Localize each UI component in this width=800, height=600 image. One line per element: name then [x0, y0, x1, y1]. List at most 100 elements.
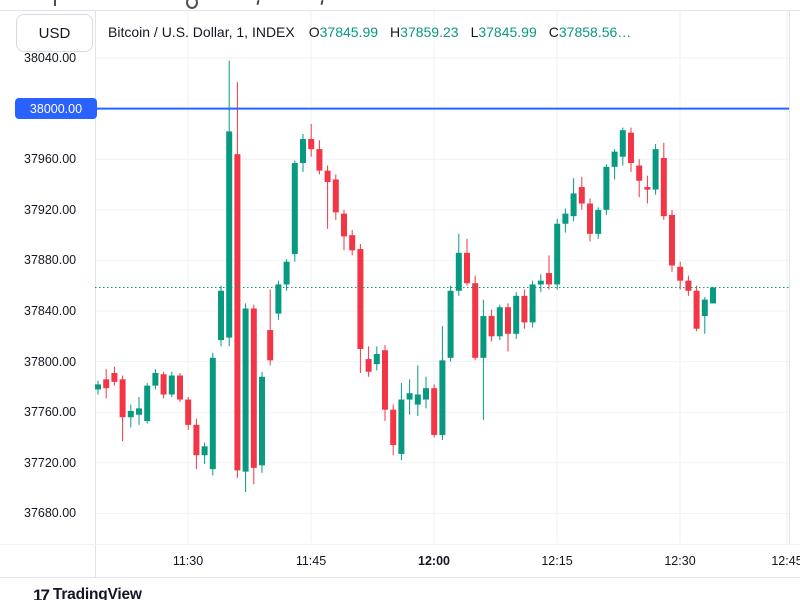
tradingview-logo-text: TradingView — [52, 586, 142, 600]
candle-body[interactable] — [603, 166, 610, 210]
candle-body[interactable] — [144, 385, 151, 422]
candle-body[interactable] — [537, 280, 544, 285]
candle-body[interactable] — [595, 209, 602, 234]
ohlc-high: H37859.23 — [390, 24, 459, 40]
candle-body[interactable] — [373, 354, 380, 365]
tradingview-logo[interactable]: 17 TradingView — [33, 586, 142, 600]
candle-body[interactable] — [275, 284, 282, 314]
time-scale-label: 12:30 — [664, 554, 696, 568]
candle-body[interactable] — [677, 266, 684, 281]
candle-body[interactable] — [316, 149, 323, 171]
price-line-badge[interactable]: 38000.00 — [15, 98, 97, 120]
candle-body[interactable] — [103, 379, 110, 389]
candle-body[interactable] — [136, 408, 142, 415]
candle-body[interactable] — [570, 193, 577, 217]
candle-body[interactable] — [168, 375, 175, 395]
candle-body[interactable] — [578, 187, 585, 204]
ohlc-open: O37845.99 — [308, 24, 379, 40]
candle-body[interactable] — [160, 374, 167, 395]
candle-body[interactable] — [546, 273, 552, 285]
candle-body[interactable] — [242, 308, 249, 472]
price-scale-label: 37880.00 — [24, 253, 77, 268]
candle-body[interactable] — [472, 283, 479, 358]
candle-body[interactable] — [455, 252, 462, 291]
candle-body[interactable] — [267, 329, 274, 361]
candle-body[interactable] — [529, 284, 536, 323]
candle-body[interactable] — [488, 316, 495, 337]
candle-body[interactable] — [341, 213, 347, 237]
price-scale-label: 37680.00 — [24, 506, 77, 521]
time-scale[interactable]: 11:30 11:45 12:00 12:15 12:30 12:45 — [0, 545, 800, 577]
candle-body[interactable] — [439, 360, 446, 435]
ohlc-legend: O37845.99 H37859.23 L37845.99 C37858.56… — [309, 24, 632, 40]
candle-body[interactable] — [390, 409, 397, 446]
price-scale-label: 37920.00 — [24, 202, 77, 217]
candle-body[interactable] — [685, 280, 692, 291]
candle-body[interactable] — [218, 290, 224, 341]
candle-body[interactable] — [283, 261, 290, 285]
candle-body[interactable] — [521, 295, 528, 323]
candle-body[interactable] — [628, 132, 634, 164]
candle-body[interactable] — [423, 388, 429, 400]
clipped-text-fragment — [54, 0, 56, 6]
candle-body[interactable] — [611, 151, 618, 167]
candle-body[interactable] — [209, 357, 216, 470]
price-scale-label: 37840.00 — [24, 304, 77, 319]
candle-body[interactable] — [349, 235, 356, 251]
candle-body[interactable] — [201, 446, 208, 456]
candle-body[interactable] — [513, 295, 520, 334]
candle-body[interactable] — [447, 290, 454, 358]
currency-button[interactable]: USD — [16, 14, 93, 52]
candle-body[interactable] — [496, 307, 503, 337]
candle-body[interactable] — [111, 372, 118, 382]
candle-body[interactable] — [693, 290, 700, 329]
candle-body[interactable] — [250, 308, 257, 468]
candle-body[interactable] — [365, 359, 372, 372]
candle-body[interactable] — [406, 393, 413, 400]
candle-body[interactable] — [234, 154, 241, 471]
candle-body[interactable] — [464, 252, 470, 284]
ohlc-low: L37845.99 — [470, 24, 537, 40]
candle-body[interactable] — [636, 165, 643, 181]
price-scale[interactable]: 38040.00 37960.00 37920.00 37880.00 37840.00… — [0, 0, 95, 545]
time-scale-label: 12:15 — [541, 554, 573, 568]
price-scale-label: 37960.00 — [24, 152, 77, 167]
candle-body[interactable] — [259, 376, 265, 466]
candle-body[interactable] — [701, 299, 708, 317]
price-scale-label: 37760.00 — [24, 405, 77, 420]
candle-body[interactable] — [619, 130, 626, 157]
candle-body[interactable] — [291, 163, 298, 255]
symbol-title: Bitcoin / U.S. Dollar, 1, INDEX — [108, 24, 295, 40]
candle-body[interactable] — [308, 139, 315, 150]
candle-body[interactable] — [669, 214, 675, 266]
candle-body[interactable] — [152, 372, 159, 386]
candle-body[interactable] — [357, 249, 364, 349]
candle-body[interactable] — [587, 203, 593, 234]
candle-body[interactable] — [398, 399, 405, 454]
candle-body[interactable] — [185, 399, 192, 425]
candle-body[interactable] — [505, 307, 511, 334]
candle-body[interactable] — [127, 410, 134, 418]
candle-body[interactable] — [414, 394, 421, 405]
candle-body[interactable] — [226, 131, 233, 338]
ohlc-close: C37858.56… — [548, 24, 632, 40]
candle-body[interactable] — [652, 149, 659, 190]
candle-body[interactable] — [660, 157, 667, 217]
candle-body[interactable] — [562, 213, 569, 224]
candle-body[interactable] — [431, 388, 438, 435]
candle-body[interactable] — [177, 375, 183, 400]
candle-body[interactable] — [324, 170, 331, 183]
candle-body[interactable] — [644, 187, 651, 190]
candle-body[interactable] — [710, 287, 716, 304]
candle-body[interactable] — [332, 179, 339, 213]
time-scale-label: 11:45 — [295, 554, 327, 568]
time-scale-label: 11:30 — [172, 554, 204, 568]
candle-body[interactable] — [554, 223, 561, 285]
candle-body[interactable] — [382, 350, 388, 410]
candle-body[interactable] — [95, 384, 101, 390]
candle-body[interactable] — [480, 316, 487, 358]
candle-body[interactable] — [300, 139, 306, 164]
candle-body[interactable] — [193, 424, 200, 456]
candle-body[interactable] — [119, 379, 126, 418]
